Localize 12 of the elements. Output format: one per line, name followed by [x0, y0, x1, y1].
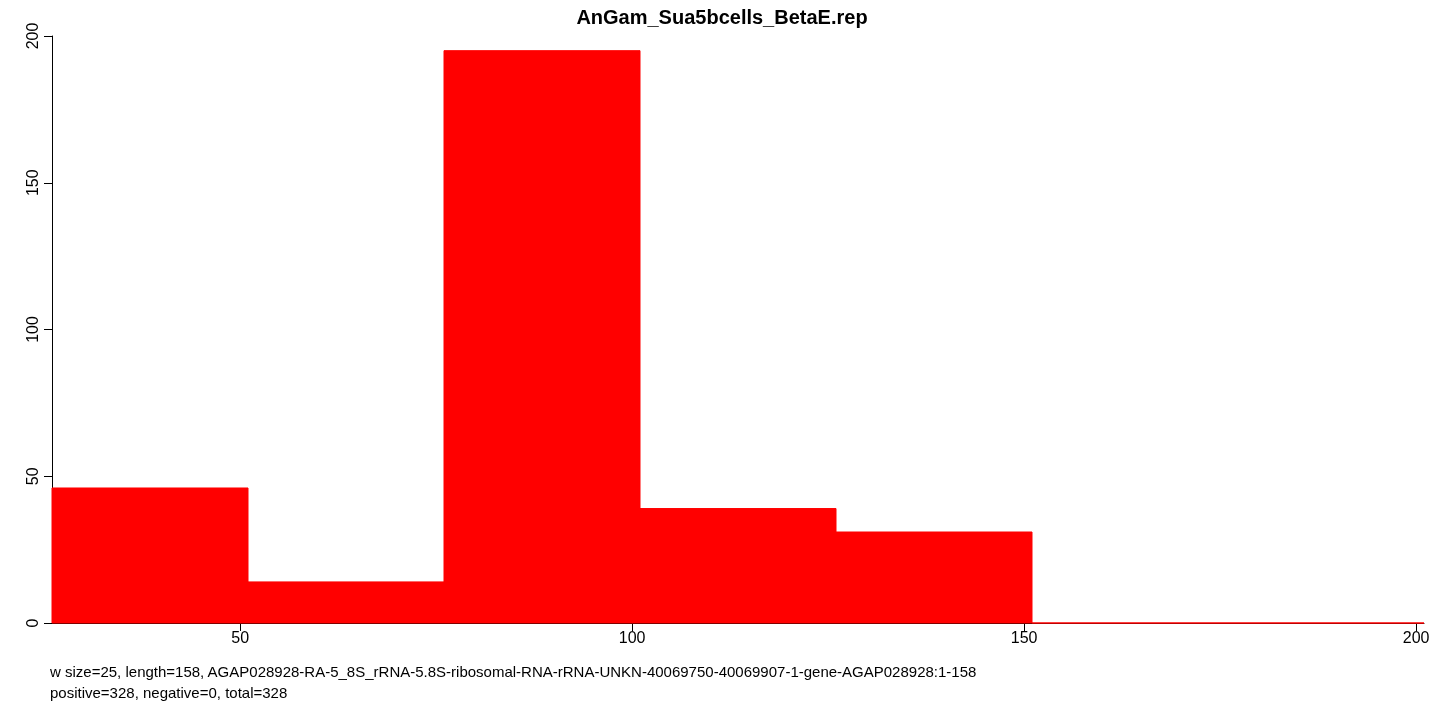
y-tick-label: 50 [23, 467, 41, 486]
text: w size=25, length=158, AGAP028928-RA-5_8S_rRNA-5.8S-ribosomal-RNA-rRNA-UNKN-40069750-40069907-1-gene-AGAP028928:1-158 [49, 663, 977, 680]
y-tick-label: 200 [23, 22, 41, 50]
y-tick-label: 100 [23, 316, 41, 343]
x-tick-label: 50 [231, 628, 250, 646]
x-tick-label: 150 [1010, 628, 1038, 646]
text: positive=328, negative=0, total=328 [50, 684, 288, 701]
chart-title: AnGam_Sua5bcells_BetaE.rep [576, 6, 868, 28]
x-tick-label: 100 [618, 628, 646, 646]
x-tick-label: 200 [1402, 628, 1430, 646]
y-tick-label: 150 [23, 169, 41, 197]
y-tick-label: 0 [23, 618, 41, 628]
